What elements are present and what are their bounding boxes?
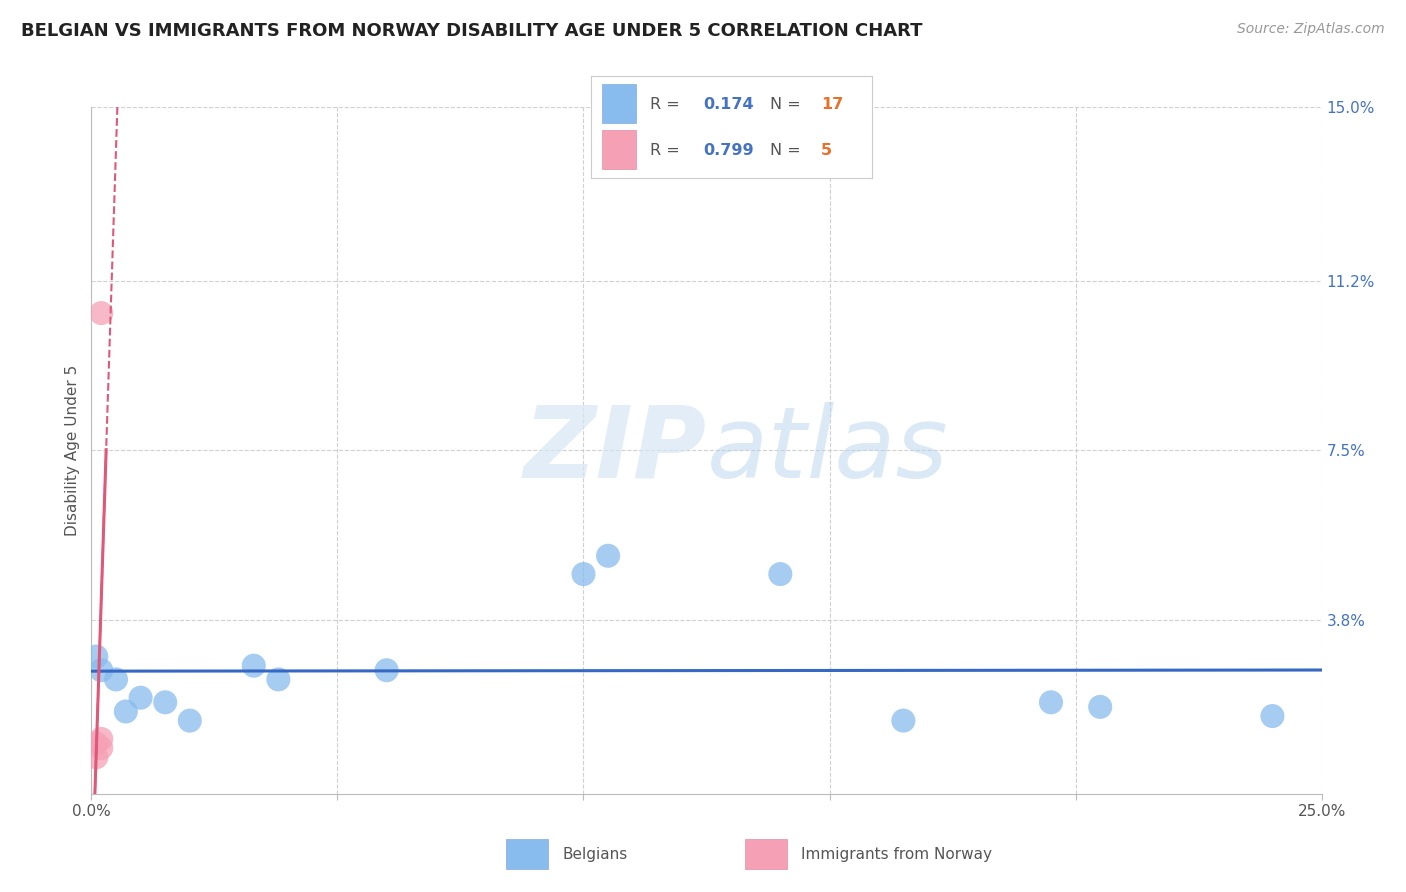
Text: BELGIAN VS IMMIGRANTS FROM NORWAY DISABILITY AGE UNDER 5 CORRELATION CHART: BELGIAN VS IMMIGRANTS FROM NORWAY DISABI…: [21, 22, 922, 40]
Text: atlas: atlas: [706, 402, 948, 499]
Point: [86, 649, 108, 664]
Point: [179, 714, 201, 728]
Point: [1261, 709, 1284, 723]
Point: [891, 714, 914, 728]
Text: N =: N =: [770, 144, 807, 158]
Text: 5: 5: [821, 144, 832, 158]
Point: [1088, 699, 1111, 714]
Point: [90, 741, 112, 756]
Text: 17: 17: [821, 97, 844, 112]
Text: R =: R =: [650, 144, 685, 158]
Point: [242, 658, 264, 673]
FancyBboxPatch shape: [506, 839, 548, 869]
Point: [90, 306, 112, 320]
Point: [153, 695, 177, 709]
Point: [114, 705, 138, 719]
Text: 0.174: 0.174: [703, 97, 754, 112]
Point: [267, 673, 290, 687]
Point: [105, 673, 127, 687]
Point: [375, 663, 398, 677]
Point: [129, 690, 152, 705]
FancyBboxPatch shape: [602, 84, 636, 123]
Text: ZIP: ZIP: [523, 402, 706, 499]
Point: [90, 731, 112, 746]
FancyBboxPatch shape: [602, 130, 636, 169]
Text: Source: ZipAtlas.com: Source: ZipAtlas.com: [1237, 22, 1385, 37]
Point: [86, 737, 108, 751]
Point: [1039, 695, 1063, 709]
Point: [596, 549, 619, 563]
Text: Immigrants from Norway: Immigrants from Norway: [801, 847, 993, 862]
Point: [769, 567, 792, 582]
Y-axis label: Disability Age Under 5: Disability Age Under 5: [65, 365, 80, 536]
Point: [86, 750, 108, 764]
Text: N =: N =: [770, 97, 807, 112]
Point: [572, 567, 595, 582]
Point: [90, 663, 112, 677]
Text: R =: R =: [650, 97, 685, 112]
FancyBboxPatch shape: [745, 839, 787, 869]
Text: 0.799: 0.799: [703, 144, 754, 158]
Text: Belgians: Belgians: [562, 847, 627, 862]
